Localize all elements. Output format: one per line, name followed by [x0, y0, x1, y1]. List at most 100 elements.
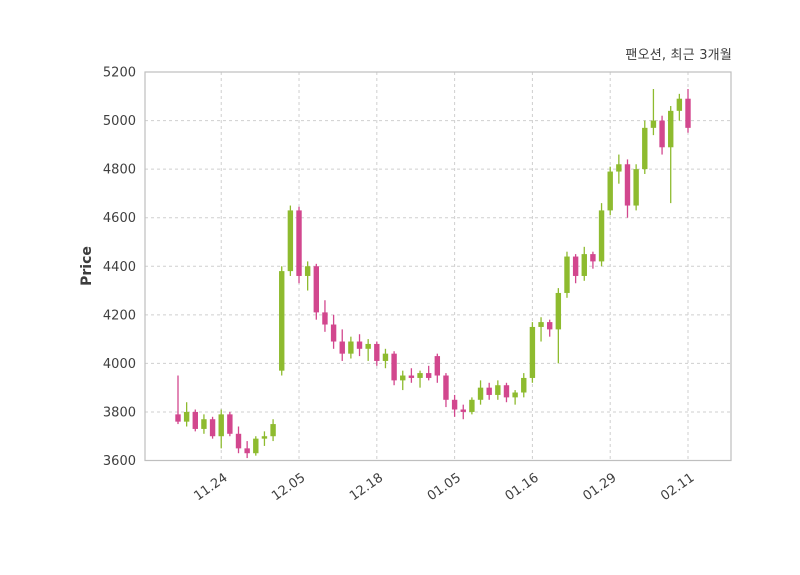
candle-body	[201, 419, 207, 429]
candlestick	[400, 370, 406, 391]
candlestick	[581, 246, 587, 281]
y-tick-label: 3800	[103, 405, 136, 420]
y-tick-label: 4000	[103, 357, 136, 372]
candlestick	[642, 120, 648, 174]
candlestick	[183, 402, 190, 427]
candlestick	[348, 336, 354, 359]
candlestick	[590, 251, 596, 269]
y-tick-label: 4800	[103, 163, 136, 178]
candlestick	[503, 382, 510, 403]
candle-body	[279, 271, 285, 371]
candle-body	[253, 438, 259, 454]
candle-body	[270, 424, 276, 437]
candlestick	[572, 254, 579, 284]
candle-body	[555, 292, 562, 330]
candlestick	[668, 105, 674, 204]
candle-body	[581, 254, 587, 276]
candlestick	[218, 409, 224, 449]
candlestick	[201, 414, 207, 434]
candlestick	[521, 373, 527, 398]
x-tick-label: 02.11	[658, 470, 697, 504]
candle-body	[451, 399, 458, 410]
chart-title: 팬오션, 최근 3개월	[625, 48, 732, 63]
candlestick	[451, 394, 458, 417]
candlestick	[616, 154, 622, 184]
candle-body	[598, 210, 605, 262]
candle-body	[659, 120, 665, 148]
candlestick	[633, 164, 639, 211]
candlestick	[244, 441, 250, 459]
candle-body	[538, 322, 544, 327]
candle-body	[417, 373, 423, 378]
candlestick	[564, 251, 570, 298]
candlestick	[512, 390, 518, 405]
candle-body	[192, 411, 198, 429]
candle-body	[400, 375, 406, 381]
candlestick	[659, 115, 665, 155]
candlestick	[374, 341, 380, 366]
x-tick-label: 01.16	[503, 470, 542, 504]
candle-body	[322, 312, 328, 325]
candle-body	[512, 392, 518, 398]
y-tick-label: 5200	[103, 66, 136, 81]
candle-body	[183, 411, 190, 422]
candle-body	[443, 375, 449, 400]
candlestick	[486, 382, 492, 400]
candlestick	[235, 426, 242, 454]
candlestick	[555, 288, 562, 364]
x-tick-label: 12.18	[347, 470, 386, 504]
candlestick	[546, 319, 553, 337]
candle-body	[313, 266, 320, 313]
candle-body	[382, 353, 389, 361]
candlestick	[607, 166, 613, 216]
candle-body	[624, 164, 631, 206]
y-tick-label: 3600	[103, 454, 136, 469]
candle-body	[572, 256, 579, 276]
candle-body	[218, 414, 224, 437]
candlestick	[365, 339, 371, 361]
x-tick-label: 11.24	[191, 470, 230, 504]
candlestick	[624, 159, 631, 218]
candlestick	[598, 203, 605, 267]
candle-body	[477, 387, 484, 400]
candlestick	[676, 93, 683, 121]
candle-body	[175, 414, 181, 422]
candlestick	[279, 266, 285, 376]
candle-body	[668, 110, 674, 148]
candle-body	[495, 385, 501, 395]
candle-body	[642, 127, 648, 170]
candlestick	[469, 397, 475, 415]
candle-body	[469, 399, 475, 412]
candle-body	[391, 353, 397, 381]
candle-body	[227, 414, 233, 434]
candle-body	[348, 341, 354, 354]
candlestick	[296, 206, 302, 284]
candle-body	[365, 343, 371, 349]
x-tick-label: 01.05	[425, 470, 464, 504]
candle-body	[356, 341, 363, 349]
candle-body	[503, 385, 510, 398]
candle-body	[460, 409, 466, 412]
candlestick	[529, 322, 536, 383]
candle-body	[434, 356, 441, 376]
candle-body	[339, 341, 345, 354]
candle-body	[209, 419, 216, 437]
candlestick	[495, 380, 501, 400]
candle-body	[616, 164, 622, 172]
candlestick	[261, 431, 268, 446]
candlestick	[339, 329, 345, 361]
candle-body	[287, 210, 294, 272]
candlestick	[175, 375, 181, 425]
candlestick	[382, 348, 389, 369]
candle-body	[486, 387, 492, 395]
x-tick-label: 12.05	[269, 470, 308, 504]
candlestick	[322, 300, 328, 332]
candlestick	[313, 263, 320, 320]
candle-body	[235, 433, 242, 449]
candle-body	[374, 343, 380, 361]
candle-body	[529, 326, 536, 378]
candle-body	[546, 322, 553, 330]
candle-body	[304, 266, 311, 276]
candle-body	[330, 324, 337, 342]
